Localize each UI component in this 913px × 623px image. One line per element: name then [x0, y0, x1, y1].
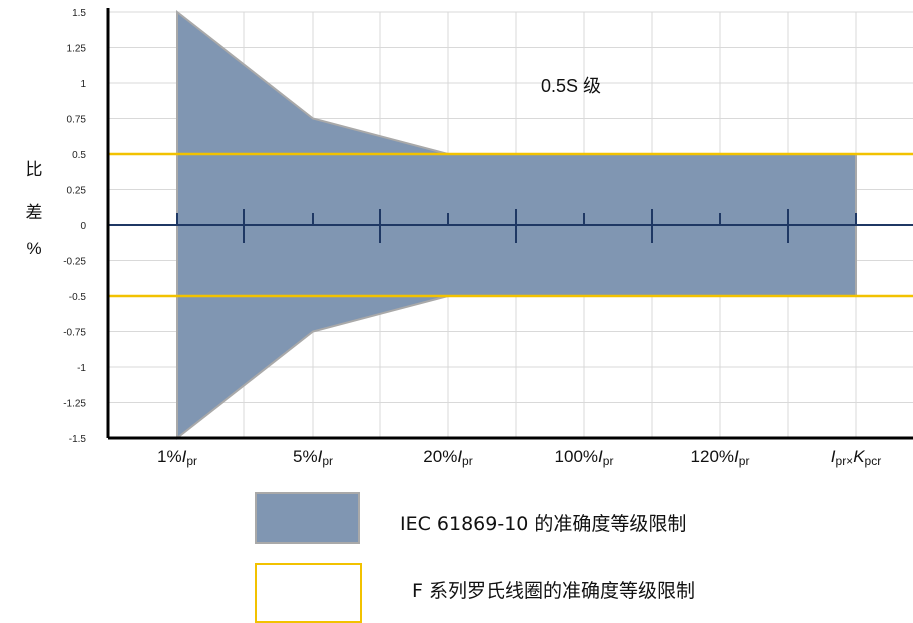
- y-tick-label: -1: [77, 363, 86, 374]
- x-tick-labels: 1%Ipr 5%Ipr 20%Ipr 100%Ipr 120%Ipr Ipr×Kpcr: [157, 447, 881, 468]
- x-tick-part: I: [831, 447, 836, 466]
- y-tick-label: 0.75: [67, 115, 87, 126]
- y-axis-label-char: 比: [26, 160, 43, 179]
- x-tick-part: 20%: [423, 447, 457, 466]
- y-axis-label-char: %: [26, 239, 41, 258]
- x-tick-part: pr×: [836, 454, 854, 468]
- y-tick-label: -0.5: [69, 292, 87, 303]
- y-tick-label: 1.25: [67, 44, 87, 55]
- x-tick-part: pr: [739, 454, 750, 468]
- y-axis-label: 比差%: [26, 160, 43, 258]
- y-tick-label: 0.25: [67, 186, 87, 197]
- axes: [106, 8, 913, 440]
- class-annotation: 0.5S 级: [541, 76, 601, 96]
- y-tick-labels: 1.5 1.25 1 0.75 0.5 0.25 0 -0.25 -0.5 -0.75 -1 -1.2…: [63, 8, 86, 445]
- x-tick-part: K: [853, 447, 865, 466]
- x-tick-label: 1%Ipr: [157, 447, 197, 468]
- x-tick-part: 1%: [157, 447, 182, 466]
- x-tick-part: pr: [322, 454, 333, 468]
- y-tick-label: -1.25: [63, 399, 86, 410]
- y-tick-label: 1.5: [72, 8, 86, 19]
- y-tick-label: -0.25: [63, 257, 86, 268]
- x-tick-part: I: [182, 447, 187, 466]
- x-tick-part: pr: [186, 454, 197, 468]
- x-tick-label: 100%Ipr: [555, 447, 614, 468]
- x-tick-part: pr: [603, 454, 614, 468]
- y-tick-label: 0: [80, 221, 86, 232]
- y-tick-label: -0.75: [63, 328, 86, 339]
- x-tick-label: 120%Ipr: [691, 447, 750, 468]
- y-tick-label: -1.5: [69, 434, 87, 445]
- x-tick-part: I: [734, 447, 739, 466]
- x-tick-part: 100%: [555, 447, 598, 466]
- x-tick-label: 20%Ipr: [423, 447, 472, 468]
- x-tick-label: Ipr×Kpcr: [831, 447, 881, 468]
- y-axis-label-char: 差: [26, 203, 43, 222]
- zero-axis-line: [108, 209, 913, 243]
- x-tick-part: I: [457, 447, 462, 466]
- x-tick-part: pcr: [865, 454, 882, 468]
- x-tick-label: 5%Ipr: [293, 447, 333, 468]
- y-tick-label: 0.5: [72, 150, 86, 161]
- f-series-limit-lines: [108, 152, 913, 298]
- x-tick-part: I: [318, 447, 323, 466]
- x-tick-part: 5%: [293, 447, 318, 466]
- x-tick-part: pr: [462, 454, 473, 468]
- y-tick-label: 1: [80, 79, 86, 90]
- x-tick-part: 120%: [691, 447, 734, 466]
- x-tick-part: I: [598, 447, 603, 466]
